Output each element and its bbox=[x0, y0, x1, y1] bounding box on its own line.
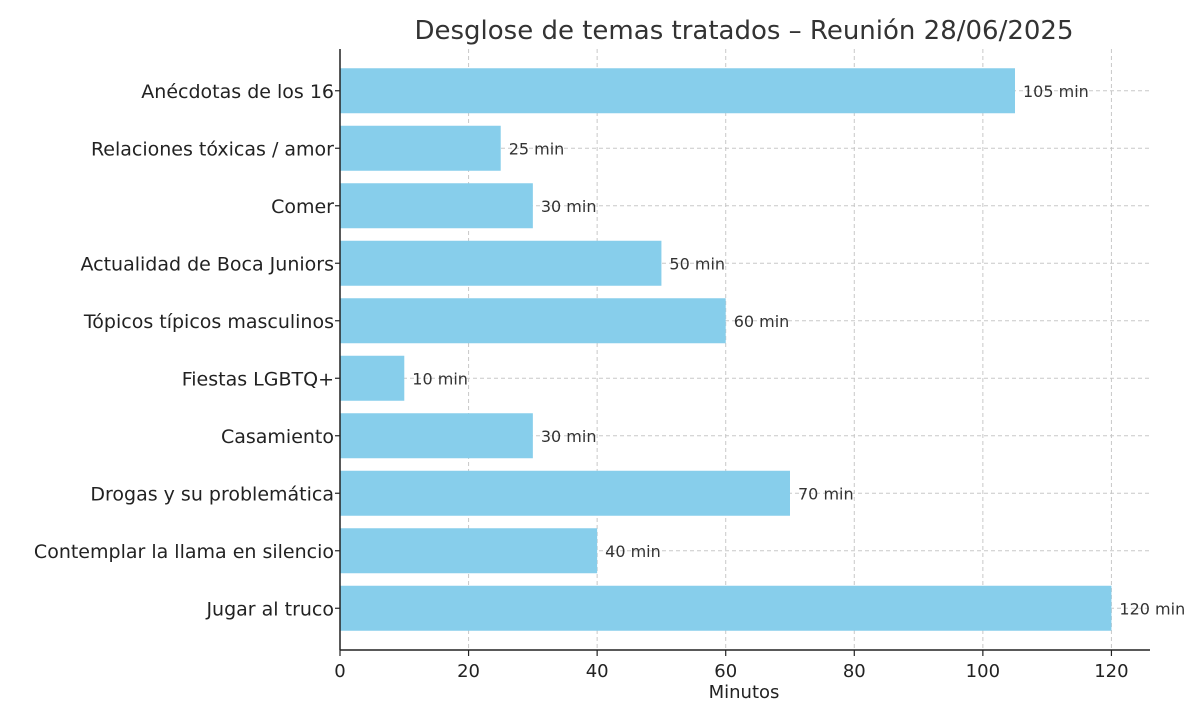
chart-title: Desglose de temas tratados – Reunión 28/… bbox=[414, 16, 1073, 46]
x-tick-label: 60 bbox=[714, 661, 737, 682]
bar-1 bbox=[340, 125, 501, 171]
x-tick-label: 40 bbox=[586, 661, 609, 682]
category-label: Jugar al truco bbox=[205, 598, 334, 620]
data-label: 30 min bbox=[541, 427, 597, 446]
category-label: Relaciones tóxicas / amor bbox=[91, 138, 334, 160]
category-label: Anécdotas de los 16 bbox=[141, 81, 334, 103]
data-label: 10 min bbox=[412, 369, 468, 388]
bar-6 bbox=[340, 413, 533, 459]
bar-2 bbox=[340, 183, 533, 229]
bar-0 bbox=[340, 68, 1015, 114]
category-label: Comer bbox=[271, 196, 334, 218]
x-axis-label: Minutos bbox=[709, 682, 780, 703]
data-label: 70 min bbox=[798, 484, 854, 503]
data-label: 120 min bbox=[1119, 599, 1185, 618]
bar-3 bbox=[340, 240, 662, 286]
data-label: 60 min bbox=[734, 312, 790, 331]
x-tick-label: 120 bbox=[1094, 661, 1128, 682]
data-label: 30 min bbox=[541, 197, 597, 216]
data-label: 25 min bbox=[509, 139, 565, 158]
axes: Anécdotas de los 16 Relaciones tóxicas / … bbox=[34, 49, 1150, 682]
x-tick-label: 20 bbox=[457, 661, 480, 682]
data-label: 105 min bbox=[1023, 82, 1089, 101]
category-label: Casamiento bbox=[221, 426, 334, 448]
x-tick-label: 100 bbox=[966, 661, 1000, 682]
x-tick-label: 80 bbox=[843, 661, 866, 682]
bar-5 bbox=[340, 355, 405, 401]
bar-7 bbox=[340, 470, 790, 516]
data-label: 40 min bbox=[605, 542, 661, 561]
x-tick-label: 0 bbox=[334, 661, 345, 682]
category-label: Contemplar la llama en silencio bbox=[34, 541, 334, 563]
bar-4 bbox=[340, 298, 726, 344]
bar-8 bbox=[340, 528, 598, 574]
data-label: 50 min bbox=[669, 254, 725, 273]
category-label: Drogas y su problemática bbox=[90, 483, 334, 505]
category-label: Tópicos típicos masculinos bbox=[83, 311, 334, 333]
bar-9 bbox=[340, 585, 1112, 631]
bars: 105 min 25 min 30 min 50 min 60 min 10 min 30 … bbox=[340, 68, 1185, 631]
category-label: Fiestas LGBTQ+ bbox=[182, 368, 334, 390]
category-label: Actualidad de Boca Juniors bbox=[81, 253, 335, 275]
